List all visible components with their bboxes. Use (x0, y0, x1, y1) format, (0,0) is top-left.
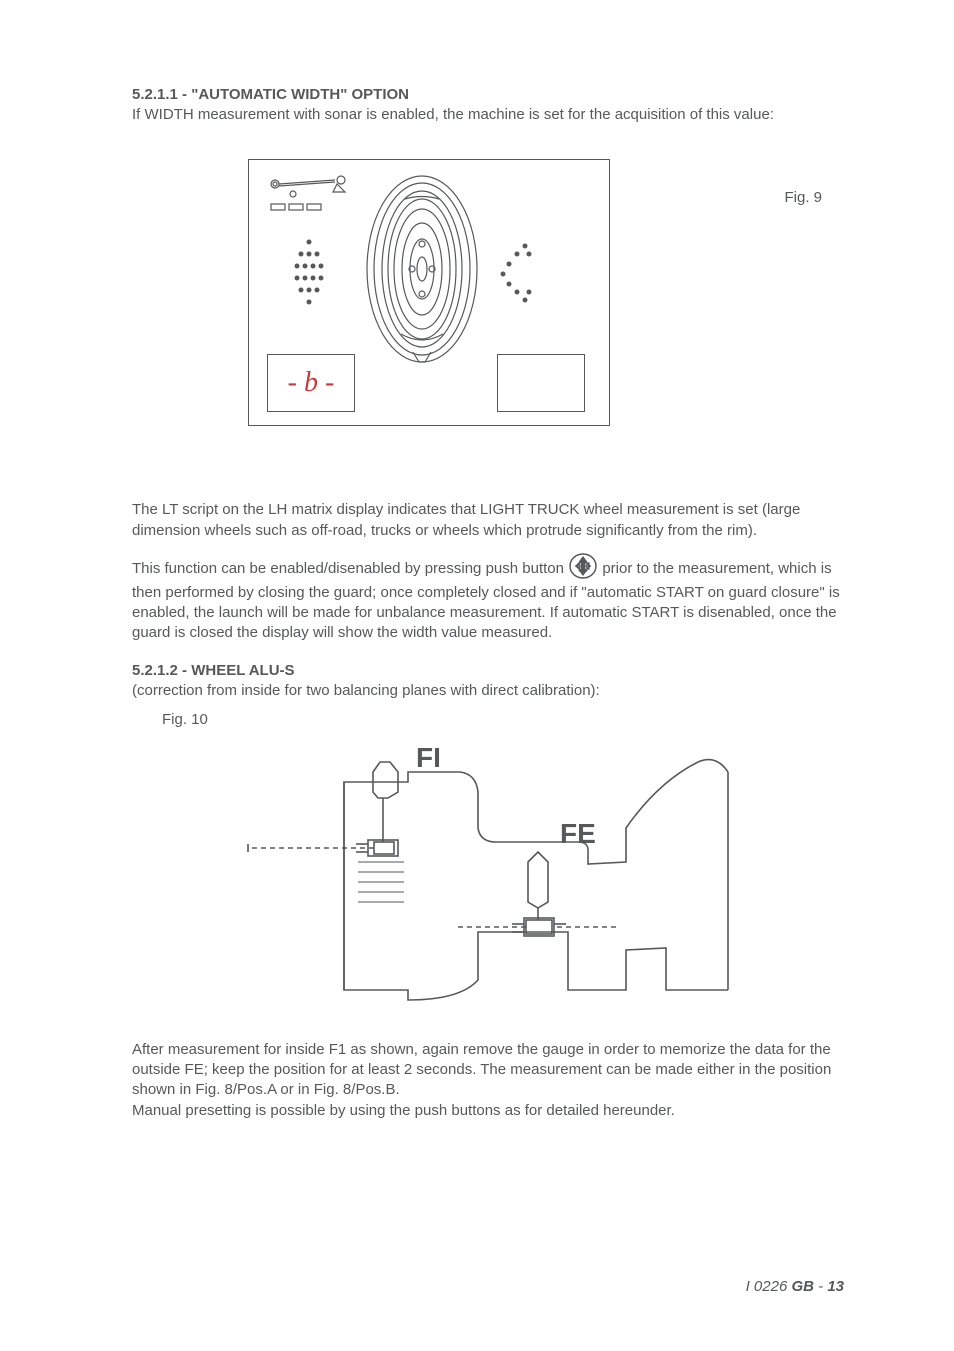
figure-9-row: - b - Fig. 9 (132, 159, 844, 426)
lt-paragraph: The LT script on the LH matrix display i… (132, 500, 844, 541)
section-5-2-1-1-heading: 5.2.1.1 - "AUTOMATIC WIDTH" OPTION (132, 86, 844, 103)
section-5-2-1-2-heading: 5.2.1.2 - WHEEL ALU-S (132, 662, 844, 679)
figure-9-label: Fig. 9 (784, 189, 822, 206)
balance-dots-right-icon (495, 242, 539, 304)
display-box-right (497, 354, 585, 412)
enable-paragraph: This function can be enabled/disenabled … (132, 555, 844, 644)
section-5-2-1-1-intro: If WIDTH measurement with sonar is enabl… (132, 105, 844, 125)
footer-dash: - (814, 1278, 827, 1295)
enable-text-1: This function can be enabled/disenabled … (132, 560, 568, 577)
figure-10: FI FE (228, 732, 748, 1012)
footer-page: 13 (827, 1278, 844, 1295)
wheel-icon (365, 174, 479, 364)
footer-code: I 0226 (746, 1278, 788, 1295)
gauge-icon (265, 174, 355, 218)
fi-label: FI (416, 742, 441, 774)
display-box-left: - b - (267, 354, 355, 412)
push-button-icon (568, 552, 598, 580)
figure-10-label: Fig. 10 (162, 711, 844, 728)
manual-preset-paragraph: Manual presetting is possible by using t… (132, 1101, 844, 1121)
after-measurement-paragraph: After measurement for inside F1 as shown… (132, 1040, 844, 1101)
section-5-2-1-2-sub: (correction from inside for two balancin… (132, 681, 844, 701)
fe-label: FE (560, 818, 596, 850)
balance-dots-left-icon (287, 238, 331, 306)
page-footer: I 0226 GB - 13 (746, 1278, 844, 1295)
b-text: - b - (268, 355, 354, 411)
figure-9-box: - b - (248, 159, 610, 426)
footer-gb: GB (787, 1278, 814, 1295)
